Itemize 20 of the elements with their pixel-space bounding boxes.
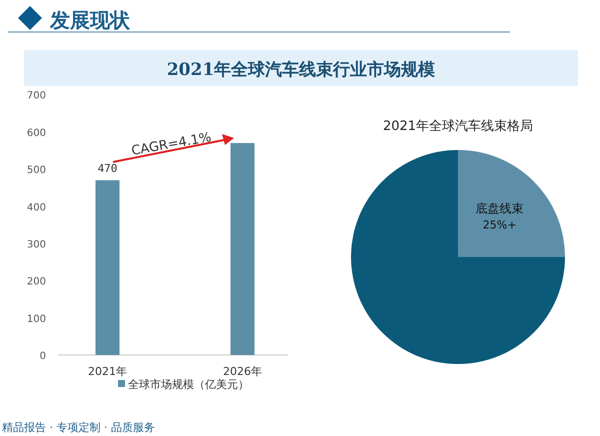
pie-slice [351,150,565,364]
legend-label: 全球市场规模（亿美元） [128,378,249,391]
text: 发展现状 [49,8,131,32]
chart-title: 2021年全球汽车线束格局 [382,119,534,134]
y-tick-label: 600 [26,128,46,139]
slice-label: 底盘线束 [476,201,524,216]
pie-slice [458,150,565,257]
y-tick-label: 300 [26,239,46,250]
y-tick-label: 500 [26,165,46,176]
x-tick-label: 2021年 [88,365,127,378]
x-tick-label: 2026年 [223,365,262,378]
data-label: 470 [98,162,118,176]
data-label: 25%+ [482,218,516,232]
y-tick-label: 100 [26,314,46,325]
y-tick-label: 200 [26,276,46,288]
chart-title: 2021年全球汽车线束行业市场规模 [166,60,436,80]
text: 精品报告 · 专项定制 · 品质服务 [2,421,155,434]
y-tick-label: 0 [40,351,46,362]
y-tick-label: 700 [26,90,46,102]
y-tick-label: 400 [26,202,46,214]
